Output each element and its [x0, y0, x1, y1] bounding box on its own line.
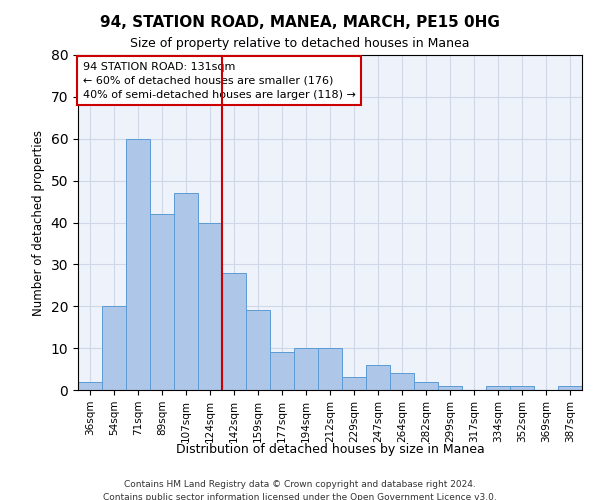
Text: Size of property relative to detached houses in Manea: Size of property relative to detached ho…: [130, 38, 470, 51]
Bar: [126, 138, 150, 390]
Bar: [390, 373, 414, 390]
Bar: [366, 365, 390, 390]
Bar: [510, 386, 534, 390]
Bar: [438, 386, 462, 390]
Bar: [270, 352, 294, 390]
Text: 94 STATION ROAD: 131sqm
← 60% of detached houses are smaller (176)
40% of semi-d: 94 STATION ROAD: 131sqm ← 60% of detache…: [83, 62, 356, 100]
Text: Distribution of detached houses by size in Manea: Distribution of detached houses by size …: [176, 442, 484, 456]
Bar: [342, 378, 366, 390]
Bar: [558, 386, 582, 390]
Bar: [78, 382, 102, 390]
Text: 94, STATION ROAD, MANEA, MARCH, PE15 0HG: 94, STATION ROAD, MANEA, MARCH, PE15 0HG: [100, 15, 500, 30]
Bar: [198, 222, 222, 390]
Bar: [174, 193, 198, 390]
Text: Contains public sector information licensed under the Open Government Licence v3: Contains public sector information licen…: [103, 492, 497, 500]
Bar: [222, 273, 246, 390]
Text: Contains HM Land Registry data © Crown copyright and database right 2024.: Contains HM Land Registry data © Crown c…: [124, 480, 476, 489]
Bar: [486, 386, 510, 390]
Bar: [246, 310, 270, 390]
Bar: [318, 348, 342, 390]
Bar: [294, 348, 318, 390]
Bar: [414, 382, 438, 390]
Bar: [102, 306, 126, 390]
Bar: [150, 214, 174, 390]
Y-axis label: Number of detached properties: Number of detached properties: [32, 130, 45, 316]
